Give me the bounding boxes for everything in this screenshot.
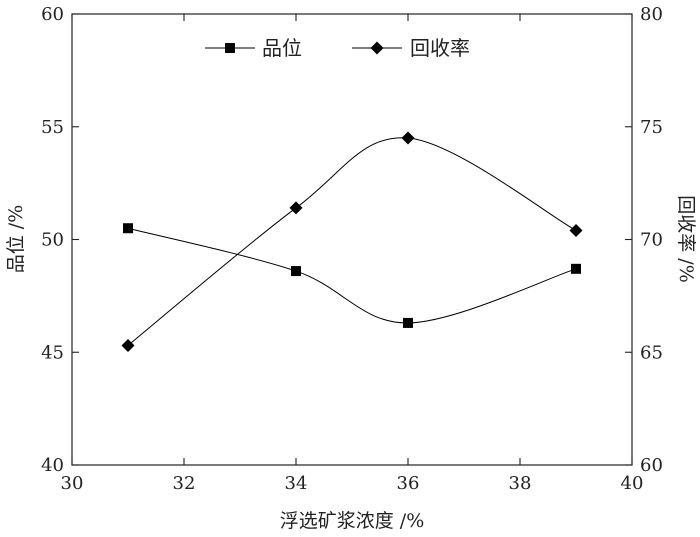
data-point-square [291,266,301,277]
data-point-square [123,223,133,234]
data-point-diamond [121,338,135,352]
legend-label: 回收率 [410,36,470,60]
y-axis-left-title: 品位 /% [5,205,27,274]
y-right-tick-label: 60 [640,455,663,476]
legend-label: 品位 [262,36,302,60]
series-line-square [127,227,577,324]
legend-marker-square [225,43,235,53]
y-right-tick-label: 75 [640,117,663,138]
data-point-square [571,263,581,274]
legend-marker-diamond [370,41,384,55]
series-markers [121,131,583,352]
y-right-tick-label: 70 [640,230,663,251]
axis-ticks: 30 32 34 36 38 40 40 45 50 55 60 60 65 70 75 80 [41,4,663,494]
x-axis-title: 浮选矿浆浓度 /% [280,510,425,532]
x-tick-label: 36 [397,473,420,494]
data-point-diamond [569,223,583,237]
y-left-tick-label: 40 [41,455,64,476]
x-tick-label: 32 [173,473,196,494]
x-tick-label: 30 [61,473,84,494]
y-left-tick-label: 60 [41,4,64,25]
data-point-square [403,317,413,328]
y-right-tick-label: 65 [640,342,663,363]
y-left-tick-label: 55 [41,117,64,138]
data-point-diamond [289,201,303,215]
x-tick-label: 38 [509,473,532,494]
y-axis-right-title: 回收率 /% [675,195,697,283]
x-tick-label: 40 [621,473,644,494]
x-tick-label: 34 [285,473,308,494]
data-point-diamond [401,131,415,145]
y-left-tick-label: 45 [41,342,64,363]
plot-frame [71,13,633,466]
y-left-tick-label: 50 [41,230,64,251]
series-curves [127,137,577,346]
series-line-diamond [127,137,577,346]
legend: 品位 回收率 [205,36,470,60]
y-right-tick-label: 80 [640,4,663,25]
